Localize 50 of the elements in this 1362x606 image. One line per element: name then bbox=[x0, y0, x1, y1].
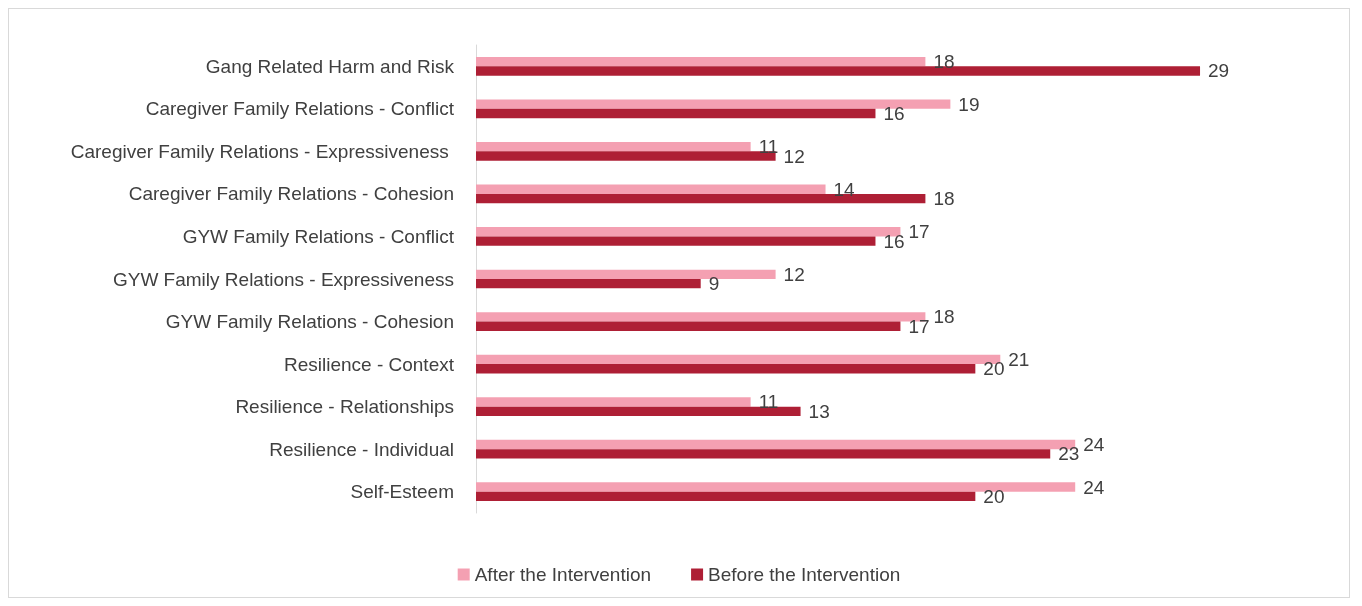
data-label: 18 bbox=[933, 188, 955, 210]
bar bbox=[476, 56, 926, 67]
y-tick-label: GYW Family Relations - Conflict bbox=[182, 225, 455, 247]
legend-label: After the Intervention bbox=[474, 564, 652, 585]
data-label: 17 bbox=[908, 315, 930, 337]
bar bbox=[476, 279, 701, 289]
bar bbox=[476, 406, 801, 416]
bar bbox=[476, 321, 901, 331]
data-label: 24 bbox=[1083, 476, 1105, 498]
bar bbox=[476, 449, 1051, 459]
y-tick-label: Caregiver Family Relations - Cohesion bbox=[128, 183, 454, 205]
bar bbox=[476, 312, 926, 322]
data-label: 17 bbox=[908, 221, 930, 243]
bar bbox=[476, 482, 1076, 492]
y-tick-label: Caregiver Family Relations - Expressiveness bbox=[70, 140, 454, 162]
data-label: 29 bbox=[1208, 60, 1230, 82]
y-tick-label: Resilience - Context bbox=[283, 353, 455, 375]
y-tick-label: GYW Family Relations - Cohesion bbox=[165, 311, 454, 333]
y-tick-label: Resilience - Individual bbox=[269, 438, 454, 460]
y-tick-label: GYW Family Relations - Expressiveness bbox=[112, 268, 454, 290]
bar bbox=[476, 184, 826, 194]
bar bbox=[476, 364, 976, 374]
data-label: 20 bbox=[983, 358, 1005, 380]
y-tick-label: Gang Related Harm and Risk bbox=[205, 55, 455, 77]
bar bbox=[476, 66, 1201, 76]
bar bbox=[476, 108, 876, 119]
data-label: 21 bbox=[1008, 348, 1030, 370]
data-label: 23 bbox=[1058, 443, 1080, 465]
bar bbox=[476, 142, 751, 152]
data-label: 20 bbox=[983, 485, 1005, 507]
data-label: 13 bbox=[808, 400, 830, 422]
y-tick-label: Caregiver Family Relations - Conflict bbox=[145, 98, 455, 120]
bar bbox=[476, 269, 776, 279]
data-label: 12 bbox=[783, 145, 805, 167]
data-label: 16 bbox=[883, 230, 905, 252]
y-tick-label: Self-Esteem bbox=[350, 481, 454, 503]
y-tick-label: Resilience - Relationships bbox=[235, 396, 454, 418]
legend-label: Before the Intervention bbox=[708, 564, 901, 585]
data-label: 12 bbox=[783, 263, 805, 285]
data-label: 19 bbox=[958, 93, 980, 115]
bar bbox=[476, 491, 976, 502]
data-label: 18 bbox=[933, 306, 955, 328]
bar bbox=[476, 99, 951, 109]
bar bbox=[476, 236, 876, 246]
bar bbox=[476, 397, 751, 407]
data-label: 9 bbox=[708, 273, 720, 295]
data-label: 16 bbox=[883, 103, 905, 124]
data-label: 24 bbox=[1083, 434, 1105, 455]
bar bbox=[476, 227, 901, 237]
bar bbox=[476, 151, 776, 161]
